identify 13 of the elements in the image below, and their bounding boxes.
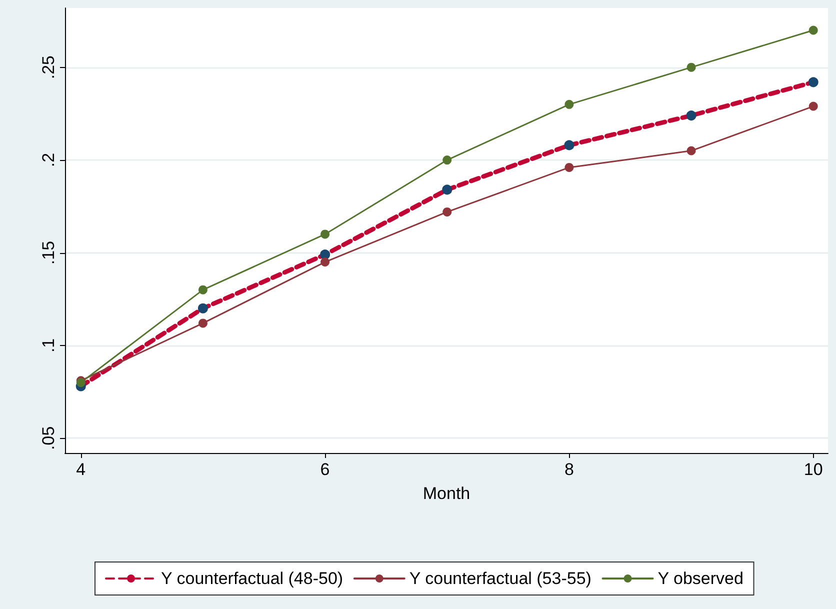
y-tick-label: .15: [39, 240, 58, 265]
legend-label: Y counterfactual (53-55): [409, 569, 592, 588]
y-tick-label: .1: [39, 338, 58, 353]
x-axis-title: Month: [422, 484, 470, 503]
y-tick-label: .05: [39, 426, 58, 450]
y-tick-label: .2: [39, 152, 58, 168]
x-tick-label: 4: [76, 460, 86, 479]
legend-label: Y observed: [658, 569, 744, 588]
x-tick-label: 6: [320, 460, 330, 479]
x-tick-label: 10: [804, 460, 823, 479]
y-tick-label: .25: [39, 56, 58, 80]
legend-label: Y counterfactual (48-50): [161, 569, 344, 588]
x-tick-label: 8: [564, 460, 574, 479]
